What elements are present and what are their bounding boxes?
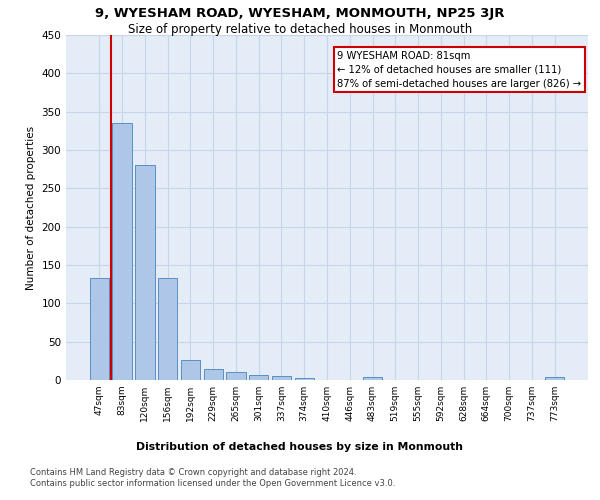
Bar [295, 378, 314, 380]
Bar [272, 376, 291, 380]
Text: Distribution of detached houses by size in Monmouth: Distribution of detached houses by size … [137, 442, 464, 452]
Bar [363, 377, 382, 380]
Y-axis label: Number of detached properties: Number of detached properties [26, 126, 36, 290]
Bar [181, 360, 200, 380]
Bar [112, 123, 132, 380]
Bar [545, 377, 564, 380]
Bar [249, 374, 268, 380]
Text: 9 WYESHAM ROAD: 81sqm
← 12% of detached houses are smaller (111)
87% of semi-det: 9 WYESHAM ROAD: 81sqm ← 12% of detached … [337, 50, 581, 88]
Bar [90, 278, 109, 380]
Text: Size of property relative to detached houses in Monmouth: Size of property relative to detached ho… [128, 22, 472, 36]
Bar [135, 166, 155, 380]
Bar [158, 278, 178, 380]
Bar [203, 368, 223, 380]
Text: Contains HM Land Registry data © Crown copyright and database right 2024.
Contai: Contains HM Land Registry data © Crown c… [30, 468, 395, 487]
Text: 9, WYESHAM ROAD, WYESHAM, MONMOUTH, NP25 3JR: 9, WYESHAM ROAD, WYESHAM, MONMOUTH, NP25… [95, 8, 505, 20]
Bar [226, 372, 245, 380]
